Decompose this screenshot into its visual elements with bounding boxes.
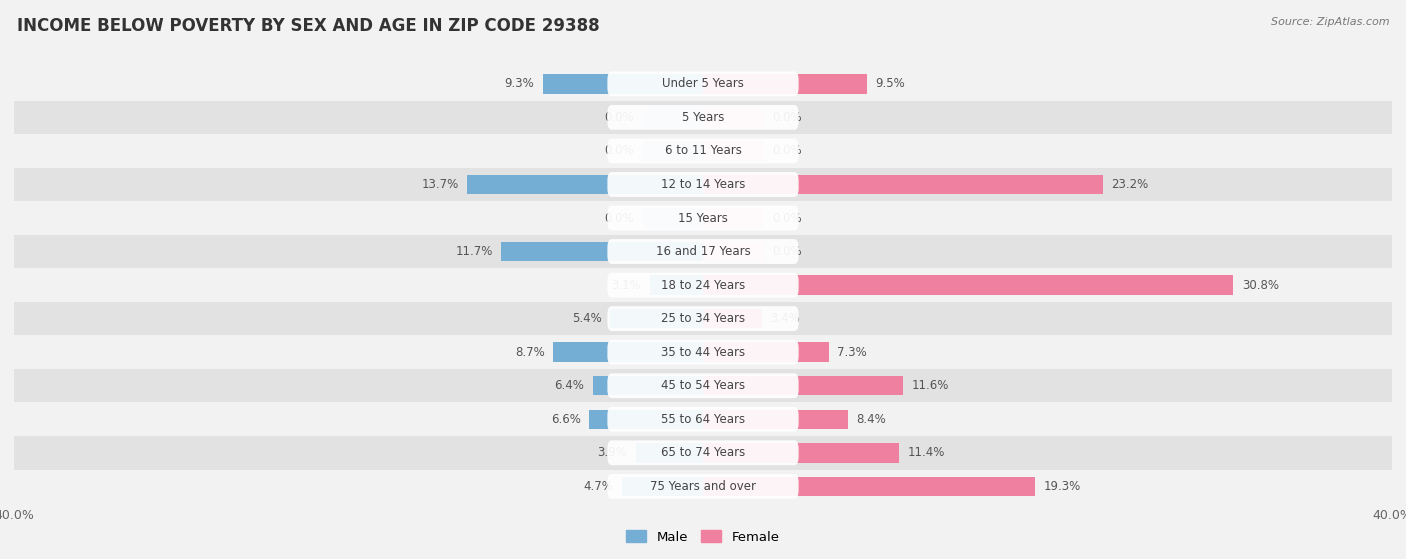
Text: 55 to 64 Years: 55 to 64 Years	[661, 413, 745, 426]
Text: 0.0%: 0.0%	[605, 111, 634, 124]
Text: 11.7%: 11.7%	[456, 245, 494, 258]
Bar	[703, 477, 1035, 496]
Text: 15 Years: 15 Years	[678, 211, 728, 225]
Bar	[643, 141, 703, 160]
Bar	[593, 376, 703, 395]
Text: 30.8%: 30.8%	[1241, 278, 1279, 292]
Text: 65 to 74 Years: 65 to 74 Years	[661, 446, 745, 459]
Text: 5.4%: 5.4%	[572, 312, 602, 325]
Bar	[14, 134, 1392, 168]
Bar	[703, 443, 900, 462]
FancyBboxPatch shape	[607, 474, 799, 499]
Bar	[703, 108, 763, 127]
Bar	[502, 242, 703, 261]
Bar	[14, 369, 1392, 402]
FancyBboxPatch shape	[607, 306, 799, 331]
Bar	[14, 201, 1392, 235]
Text: Source: ZipAtlas.com: Source: ZipAtlas.com	[1271, 17, 1389, 27]
Bar	[703, 141, 763, 160]
Bar	[703, 276, 1233, 295]
FancyBboxPatch shape	[607, 273, 799, 297]
Text: 16 and 17 Years: 16 and 17 Years	[655, 245, 751, 258]
Text: 25 to 34 Years: 25 to 34 Years	[661, 312, 745, 325]
Text: 8.7%: 8.7%	[515, 345, 544, 359]
Text: 9.3%: 9.3%	[505, 77, 534, 91]
Bar	[610, 309, 703, 328]
Text: 0.0%: 0.0%	[772, 245, 801, 258]
Bar	[703, 74, 866, 93]
Text: 0.0%: 0.0%	[605, 211, 634, 225]
Text: 19.3%: 19.3%	[1045, 480, 1081, 493]
Bar	[636, 443, 703, 462]
Text: Under 5 Years: Under 5 Years	[662, 77, 744, 91]
Bar	[14, 302, 1392, 335]
Text: 13.7%: 13.7%	[422, 178, 458, 191]
Bar	[14, 335, 1392, 369]
Bar	[543, 74, 703, 93]
FancyBboxPatch shape	[607, 407, 799, 432]
Text: 23.2%: 23.2%	[1111, 178, 1149, 191]
Bar	[703, 343, 828, 362]
Text: 11.6%: 11.6%	[911, 379, 949, 392]
FancyBboxPatch shape	[607, 373, 799, 398]
Text: 6.4%: 6.4%	[554, 379, 583, 392]
FancyBboxPatch shape	[607, 206, 799, 230]
Text: 8.4%: 8.4%	[856, 413, 886, 426]
FancyBboxPatch shape	[607, 172, 799, 197]
Bar	[14, 436, 1392, 470]
Bar	[14, 101, 1392, 134]
Bar	[553, 343, 703, 362]
Text: 3.1%: 3.1%	[612, 278, 641, 292]
Text: 0.0%: 0.0%	[772, 111, 801, 124]
Text: 0.0%: 0.0%	[605, 144, 634, 158]
Text: 45 to 54 Years: 45 to 54 Years	[661, 379, 745, 392]
FancyBboxPatch shape	[607, 139, 799, 163]
Text: 6 to 11 Years: 6 to 11 Years	[665, 144, 741, 158]
Bar	[14, 268, 1392, 302]
Text: 0.0%: 0.0%	[772, 211, 801, 225]
Text: 4.7%: 4.7%	[583, 480, 613, 493]
Text: 9.5%: 9.5%	[875, 77, 905, 91]
Text: 35 to 44 Years: 35 to 44 Years	[661, 345, 745, 359]
Legend: Male, Female: Male, Female	[621, 525, 785, 549]
Bar	[650, 276, 703, 295]
Bar	[621, 477, 703, 496]
Text: 12 to 14 Years: 12 to 14 Years	[661, 178, 745, 191]
Bar	[467, 175, 703, 194]
FancyBboxPatch shape	[607, 440, 799, 465]
Text: INCOME BELOW POVERTY BY SEX AND AGE IN ZIP CODE 29388: INCOME BELOW POVERTY BY SEX AND AGE IN Z…	[17, 17, 599, 35]
Text: 3.9%: 3.9%	[598, 446, 627, 459]
Bar	[703, 410, 848, 429]
Bar	[14, 67, 1392, 101]
Text: 7.3%: 7.3%	[838, 345, 868, 359]
Text: 3.4%: 3.4%	[770, 312, 800, 325]
FancyBboxPatch shape	[607, 105, 799, 130]
Bar	[703, 309, 762, 328]
Bar	[14, 402, 1392, 436]
Text: 18 to 24 Years: 18 to 24 Years	[661, 278, 745, 292]
Bar	[643, 209, 703, 228]
Bar	[703, 376, 903, 395]
Text: 0.0%: 0.0%	[772, 144, 801, 158]
Bar	[14, 470, 1392, 503]
Text: 6.6%: 6.6%	[551, 413, 581, 426]
Bar	[703, 209, 763, 228]
Bar	[643, 108, 703, 127]
Text: 11.4%: 11.4%	[908, 446, 945, 459]
Bar	[703, 242, 763, 261]
FancyBboxPatch shape	[607, 340, 799, 364]
FancyBboxPatch shape	[607, 72, 799, 96]
Text: 75 Years and over: 75 Years and over	[650, 480, 756, 493]
Bar	[589, 410, 703, 429]
Bar	[703, 175, 1102, 194]
FancyBboxPatch shape	[607, 239, 799, 264]
Bar	[14, 235, 1392, 268]
Text: 5 Years: 5 Years	[682, 111, 724, 124]
Bar	[14, 168, 1392, 201]
